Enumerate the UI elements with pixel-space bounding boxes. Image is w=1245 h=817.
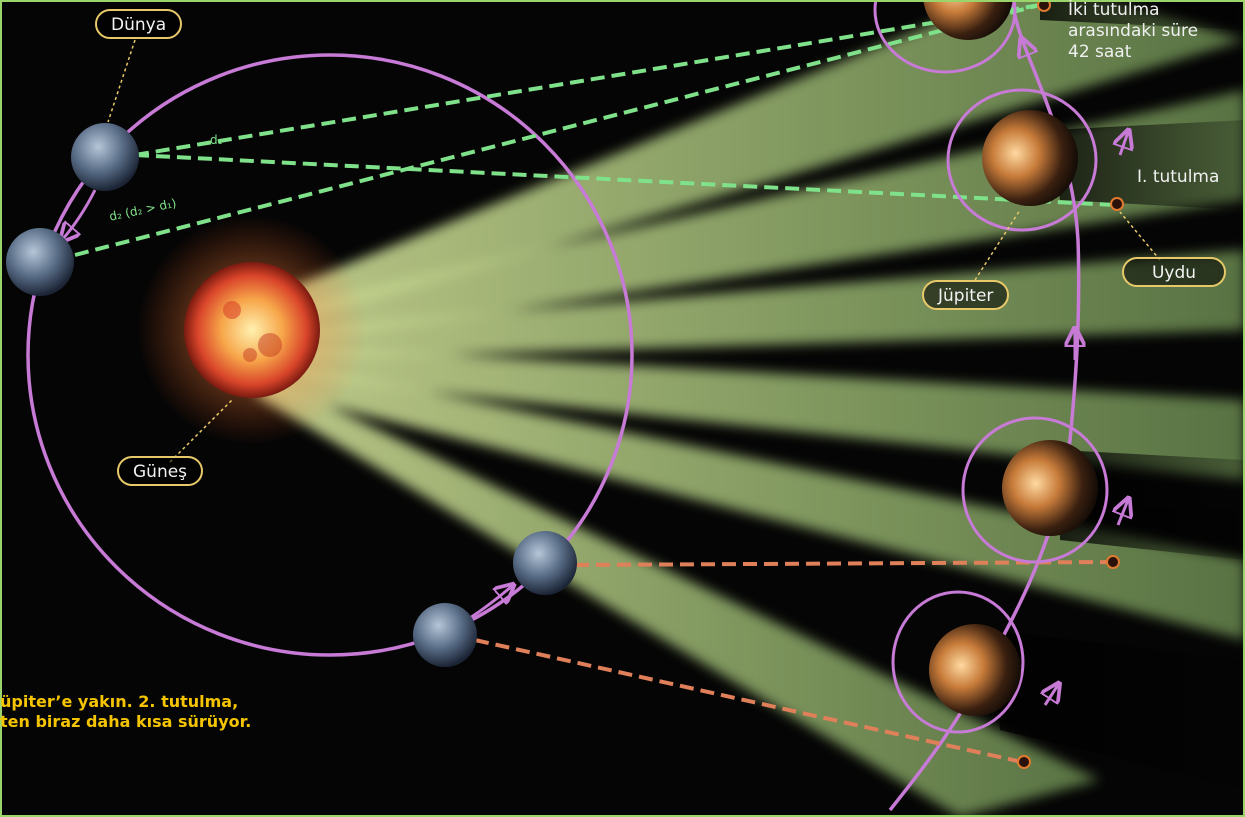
label-interval-line1: İki tutulma: [1068, 0, 1160, 20]
earth-orbit-arrow: [62, 189, 97, 240]
label-dunya: Dünya: [95, 9, 183, 39]
earth-orbit-arrow-2: [469, 586, 512, 620]
caption-line1: üpiter’e yakın. 2. tutulma,: [0, 692, 239, 711]
earth-positions: [6, 123, 577, 667]
leader-lines: [107, 39, 1161, 463]
sun: [184, 262, 320, 398]
light-paths: [74, 3, 1116, 764]
label-jupiter: Jüpiter: [922, 280, 1010, 310]
earth-orbit: [26, 53, 634, 657]
label-interval-line3: 42 saat: [1068, 42, 1132, 62]
sun-rays: [255, 0, 1245, 817]
label-gunes: Güneş: [117, 456, 204, 486]
label-uydu: Uydu: [1122, 257, 1226, 287]
jupiter-orbit-arrow-2: [1022, 40, 1030, 61]
satellite-orbits: [873, 0, 1109, 734]
label-first-eclipse: I. tutulma: [1137, 167, 1220, 187]
satellite-positions: [1017, 0, 1124, 769]
label-interval-line2: arasındaki süre: [1068, 21, 1199, 41]
caption-line2: ten biraz daha kısa sürüyor.: [0, 712, 252, 731]
label-d1: d₁: [210, 133, 223, 147]
jupiter-positions: [923, 0, 1098, 716]
